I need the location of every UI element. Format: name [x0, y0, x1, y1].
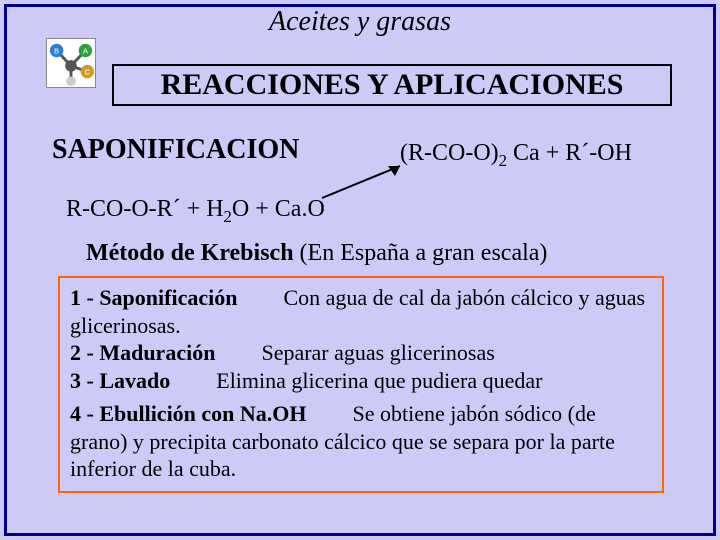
- svg-text:B: B: [54, 46, 59, 55]
- molecule-icon: B A C: [46, 38, 96, 88]
- step4-label: 4 - Ebullición con Na.OH: [70, 401, 307, 426]
- step3-label: 3 - Lavado: [70, 368, 170, 393]
- krebisch-rest: (En España a gran escala): [294, 240, 548, 266]
- steps-box: 1 - SaponificaciónCon agua de cal da jab…: [58, 276, 664, 493]
- heading-box: REACCIONES Y APLICACIONES: [112, 64, 672, 106]
- product-pre: (R-CO-O): [400, 140, 499, 166]
- krebisch-line: Método de Krebisch (En España a gran esc…: [86, 240, 547, 267]
- step-4: 4 - Ebullición con Na.OHSe obtiene jabón…: [70, 400, 652, 483]
- reaction-h2o-sub: 2: [224, 207, 232, 226]
- svg-text:C: C: [85, 68, 91, 77]
- step-3: 3 - Lavado Elimina glicerina que pudiera …: [70, 367, 652, 395]
- svg-text:A: A: [83, 46, 89, 55]
- step3-text: Elimina glicerina que pudiera quedar: [216, 368, 542, 393]
- reaction-arrow-icon: [320, 160, 410, 200]
- step2-text: Separar aguas glicerinosas: [261, 340, 494, 365]
- reaction-reactants: R-CO-O-R´ + H2O + Ca.O: [66, 196, 325, 227]
- reaction-a: R-CO-O-R´ + H: [66, 196, 224, 222]
- product-post: Ca + R´-OH: [507, 140, 632, 166]
- reaction-product: (R-CO-O)2 Ca + R´-OH: [400, 140, 632, 171]
- saponificacion-label: SAPONIFICACION: [52, 134, 299, 166]
- reaction-b: O + Ca.O: [232, 196, 325, 222]
- product-sub: 2: [499, 151, 507, 170]
- krebisch-bold: Método de Krebisch: [86, 240, 294, 266]
- step-1: 1 - SaponificaciónCon agua de cal da jab…: [70, 284, 652, 339]
- step1-label: 1 - Saponificación: [70, 285, 237, 310]
- step-2: 2 - Maduración Separar aguas glicerinosas: [70, 339, 652, 367]
- step2-label: 2 - Maduración: [70, 340, 215, 365]
